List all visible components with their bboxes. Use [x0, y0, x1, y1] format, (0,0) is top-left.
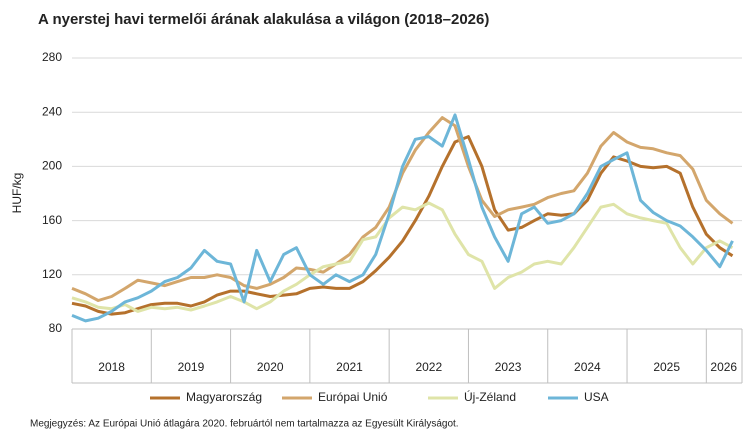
x-tick-label: 2021	[336, 360, 363, 374]
legend-label: USA	[584, 390, 609, 404]
y-tick-label: 120	[42, 267, 62, 281]
series-line	[71, 113, 734, 323]
x-tick-label: 2020	[257, 360, 284, 374]
y-tick-label: 240	[42, 104, 62, 118]
chart-title: A nyerstej havi termelői árának alakulás…	[38, 11, 489, 28]
legend-label: Magyarország	[186, 390, 262, 404]
series-line	[71, 201, 734, 313]
x-tick-label: 2022	[415, 360, 442, 374]
y-tick-label: 280	[42, 50, 62, 64]
y-tick-label: 200	[42, 159, 62, 173]
series-line	[71, 116, 734, 302]
legend-label: Európai Unió	[318, 390, 388, 404]
x-tick-label: 2019	[178, 360, 205, 374]
x-tick-label: 2026	[710, 360, 737, 374]
legend-label: Új-Zéland	[464, 389, 516, 404]
series-line	[71, 135, 734, 316]
x-tick-label: 2024	[574, 360, 601, 374]
y-tick-label: 160	[42, 213, 62, 227]
x-tick-label: 2025	[653, 360, 680, 374]
x-tick-label: 2023	[495, 360, 522, 374]
x-tick-label: 2018	[98, 360, 125, 374]
y-axis-label: HUF/kg	[10, 173, 24, 214]
footnote: Megjegyzés: Az Európai Unió átlagára 202…	[30, 419, 459, 430]
y-tick-label: 80	[49, 321, 63, 335]
